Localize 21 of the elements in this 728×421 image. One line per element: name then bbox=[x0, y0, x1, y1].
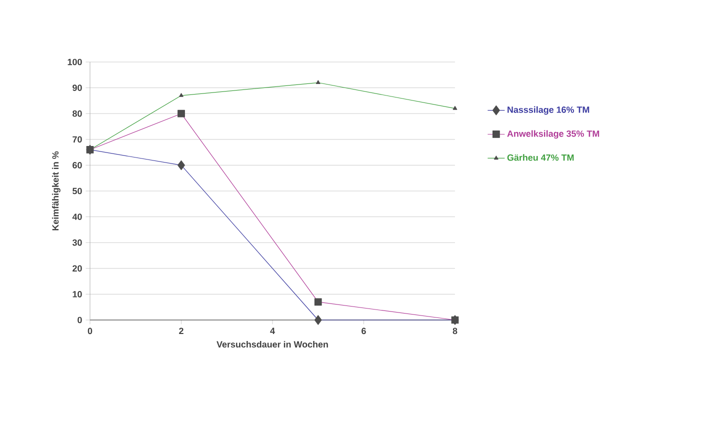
y-tick-label: 50 bbox=[72, 188, 82, 194]
y-tick-label: 40 bbox=[72, 214, 82, 220]
x-tick-label: 8 bbox=[452, 328, 458, 334]
y-axis-title: Keimfähigkeit in % bbox=[52, 151, 60, 230]
y-tick-label: 90 bbox=[72, 84, 82, 91]
legend-label: Nasssilage 16% TM bbox=[508, 106, 590, 115]
x-tick-label: 4 bbox=[270, 328, 275, 334]
x-tick-label: 6 bbox=[362, 328, 366, 334]
y-tick-label: 80 bbox=[72, 110, 82, 117]
y-tick-label: 60 bbox=[72, 162, 82, 168]
y-tick-label: 70 bbox=[72, 136, 82, 143]
x-axis-title: Versuchsdauer in Wochen bbox=[216, 340, 328, 348]
x-tick-label: 0 bbox=[88, 328, 92, 334]
legend-label: Gärheu 47% TM bbox=[507, 154, 574, 161]
y-tick-label: 10 bbox=[72, 291, 82, 298]
y-tick-label: 30 bbox=[72, 239, 82, 246]
y-tick-label: 0 bbox=[78, 316, 82, 324]
y-tick-label: 100 bbox=[68, 58, 82, 66]
legend-label: Anwelksilage 35% TM bbox=[507, 130, 600, 139]
x-tick-label: 2 bbox=[179, 328, 184, 334]
y-tick-label: 20 bbox=[72, 265, 82, 272]
